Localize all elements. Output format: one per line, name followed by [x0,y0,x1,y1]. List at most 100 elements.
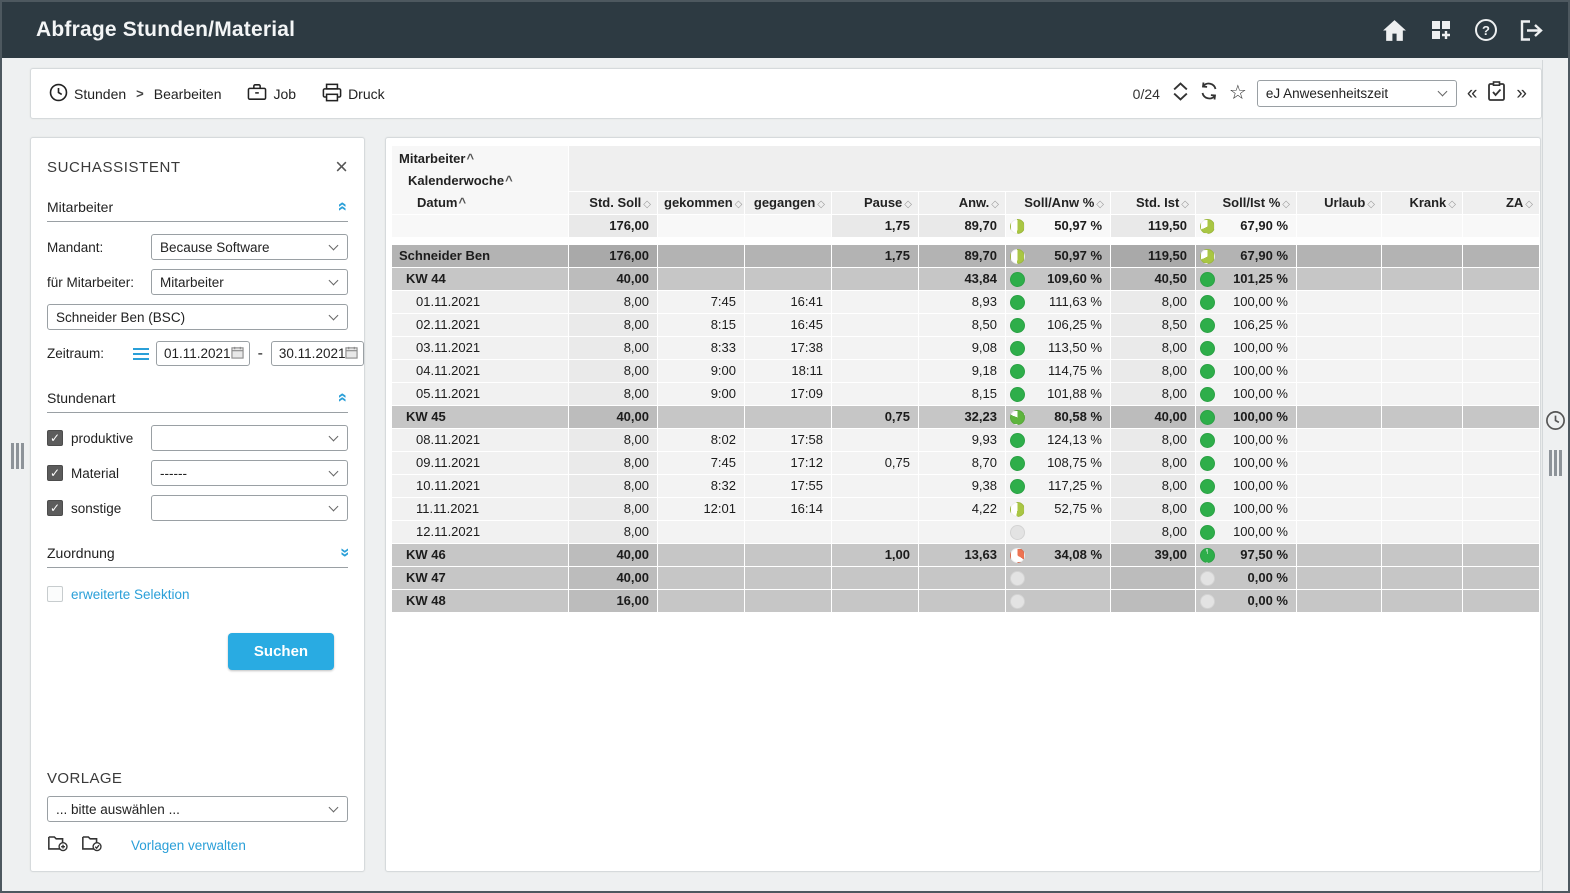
sonstige-select[interactable] [151,495,348,521]
folder-add-icon[interactable] [47,833,69,857]
table-row[interactable]: KW 4540,000,7532,2380,58 %40,00100,00 % [392,406,1534,428]
fuer-mitarbeiter-select[interactable]: Mitarbeiter [151,269,348,295]
cell-soll_ist: 0,00 % [1196,590,1296,612]
cell-anw [919,567,1005,589]
table-row[interactable]: 10.11.20218,008:3217:559,38117,25 %8,001… [392,475,1534,497]
column-header-krank[interactable]: Krank◇ [1382,192,1462,214]
material-select[interactable]: ------ [151,460,348,486]
column-header-datum[interactable]: Datum^ [392,192,568,214]
right-side-strip [1542,60,1568,891]
apps-grid-plus-icon[interactable] [1429,18,1453,42]
table-row[interactable]: 02.11.20218,008:1516:458,50106,25 %8,501… [392,314,1534,336]
chevron-down-icon [329,802,339,812]
table-row[interactable]: 03.11.20218,008:3317:389,08113,50 %8,001… [392,337,1534,359]
search-button[interactable]: Suchen [228,633,334,670]
column-header-soll_ist[interactable]: Soll/Ist %◇ [1196,192,1296,214]
percent-value: 106,25 % [1219,314,1288,336]
cell-soll_ist: 100,00 % [1196,475,1296,497]
mandant-select[interactable]: Because Software [151,234,348,260]
period-menu-icon[interactable] [133,345,149,363]
column-header-urlaub[interactable]: Urlaub◇ [1297,192,1381,214]
home-icon[interactable] [1382,19,1407,42]
right-panel-grip[interactable] [1549,450,1562,476]
column-header-std_soll[interactable]: Std. Soll◇ [569,192,657,214]
collapse-up-icon[interactable]: « [335,202,352,211]
job-button[interactable]: Job [247,83,296,104]
star-icon[interactable]: ☆ [1229,83,1247,103]
column-header-kalenderwoche[interactable]: Kalenderwoche^ [392,170,568,192]
column-header-mitarbeiter[interactable]: Mitarbeiter^ [392,148,568,170]
table-row[interactable]: 01.11.20218,007:4516:418,93111,63 %8,001… [392,291,1534,313]
cell-za [1463,567,1539,589]
cell-gekommen [658,406,744,428]
percent-value: 34,08 % [1029,544,1102,566]
pie-indicator [1010,479,1025,494]
produktive-checkbox[interactable]: ✓ [47,430,63,446]
row-label: 10.11.2021 [392,475,568,497]
column-header-gegangen[interactable]: gegangen◇ [745,192,831,214]
table-row[interactable]: KW 4740,000,00 % [392,567,1534,589]
expand-collapse-icon[interactable] [1172,82,1189,106]
breadcrumb-module[interactable]: Stunden [49,83,126,105]
help-icon[interactable]: ? [1475,19,1497,41]
table-row[interactable]: 04.11.20218,009:0018:119,18114,75 %8,001… [392,360,1534,382]
erweiterte-selektion-label[interactable]: erweiterte Selektion [71,587,190,602]
close-icon[interactable]: × [335,156,348,178]
cell-gegangen [745,245,831,267]
clipboard-check-icon[interactable] [1487,81,1506,107]
employee-select[interactable]: Schneider Ben (BSC) [47,304,348,330]
percent-value: 0,00 % [1219,567,1288,589]
left-panel-grip[interactable] [11,443,24,469]
material-checkbox[interactable]: ✓ [47,465,63,481]
vorlage-select[interactable]: ... bitte auswählen ... [47,796,348,822]
table-row[interactable]: 12.11.20218,008,00100,00 % [392,521,1534,543]
print-button[interactable]: Druck [322,83,385,105]
clock-tab-icon[interactable] [1545,410,1566,436]
vorlagen-verwalten-link[interactable]: Vorlagen verwalten [131,838,246,853]
collapse-up-icon[interactable]: « [335,393,352,402]
produktive-select[interactable] [151,425,348,451]
page-title: Abfrage Stunden/Material [36,18,295,42]
column-header-anw[interactable]: Anw.◇ [919,192,1005,214]
table-row[interactable]: 05.11.20218,009:0017:098,15101,88 %8,001… [392,383,1534,405]
cell-anw: 9,93 [919,429,1005,451]
breadcrumb-action[interactable]: Bearbeiten [154,86,222,102]
clock-icon [49,83,68,105]
refresh-icon[interactable] [1199,81,1219,106]
expand-down-icon[interactable]: « [335,548,352,557]
pie-indicator [1010,571,1025,586]
table-row[interactable]: 08.11.20218,008:0217:589,93124,13 %8,001… [392,429,1534,451]
table-row[interactable]: Schneider Ben176,001,7589,7050,97 %119,5… [392,245,1534,267]
job-button-label: Job [273,86,296,102]
table-row[interactable]: KW 4816,000,00 % [392,590,1534,612]
cell-anw: 4,22 [919,498,1005,520]
column-header-za[interactable]: ZA◇ [1463,192,1539,214]
next-icon[interactable]: » [1516,84,1527,103]
date-from-input[interactable]: 01.11.2021 [156,341,250,366]
calendar-icon[interactable] [345,346,358,362]
column-header-gekommen[interactable]: gekommen◇ [658,192,744,214]
table-row[interactable]: 09.11.20218,007:4517:120,758,70108,75 %8… [392,452,1534,474]
material-select-value: ------ [160,466,320,481]
table-row[interactable]: 11.11.20218,0012:0116:144,2252,75 %8,001… [392,498,1534,520]
cell-urlaub [1297,360,1381,382]
column-header-std_ist[interactable]: Std. Ist◇ [1111,192,1195,214]
date-to-input[interactable]: 30.11.2021 [271,341,365,366]
cell-anw: 9,08 [919,337,1005,359]
cell-gegangen [745,590,831,612]
logout-icon[interactable] [1519,19,1544,42]
sonstige-checkbox[interactable]: ✓ [47,500,63,516]
table-row[interactable]: KW 4640,001,0013,6334,08 %39,0097,50 % [392,544,1534,566]
pie-indicator [1010,341,1025,356]
view-select[interactable]: eJ Anwesenheitszeit [1257,80,1457,107]
folder-check-icon[interactable] [81,833,103,857]
cell-pause [832,337,918,359]
sort-toggle-icon: ◇ [1525,199,1533,210]
prev-icon[interactable]: « [1467,84,1478,103]
totals-row[interactable]: 176,001,7589,7050,97 %119,5067,90 % [392,215,1534,237]
column-header-pause[interactable]: Pause◇ [832,192,918,214]
erweiterte-selektion-checkbox[interactable] [47,586,63,602]
table-row[interactable]: KW 4440,0043,84109,60 %40,50101,25 % [392,268,1534,290]
calendar-icon[interactable] [231,346,244,362]
column-header-soll_anw[interactable]: Soll/Anw %◇ [1006,192,1110,214]
